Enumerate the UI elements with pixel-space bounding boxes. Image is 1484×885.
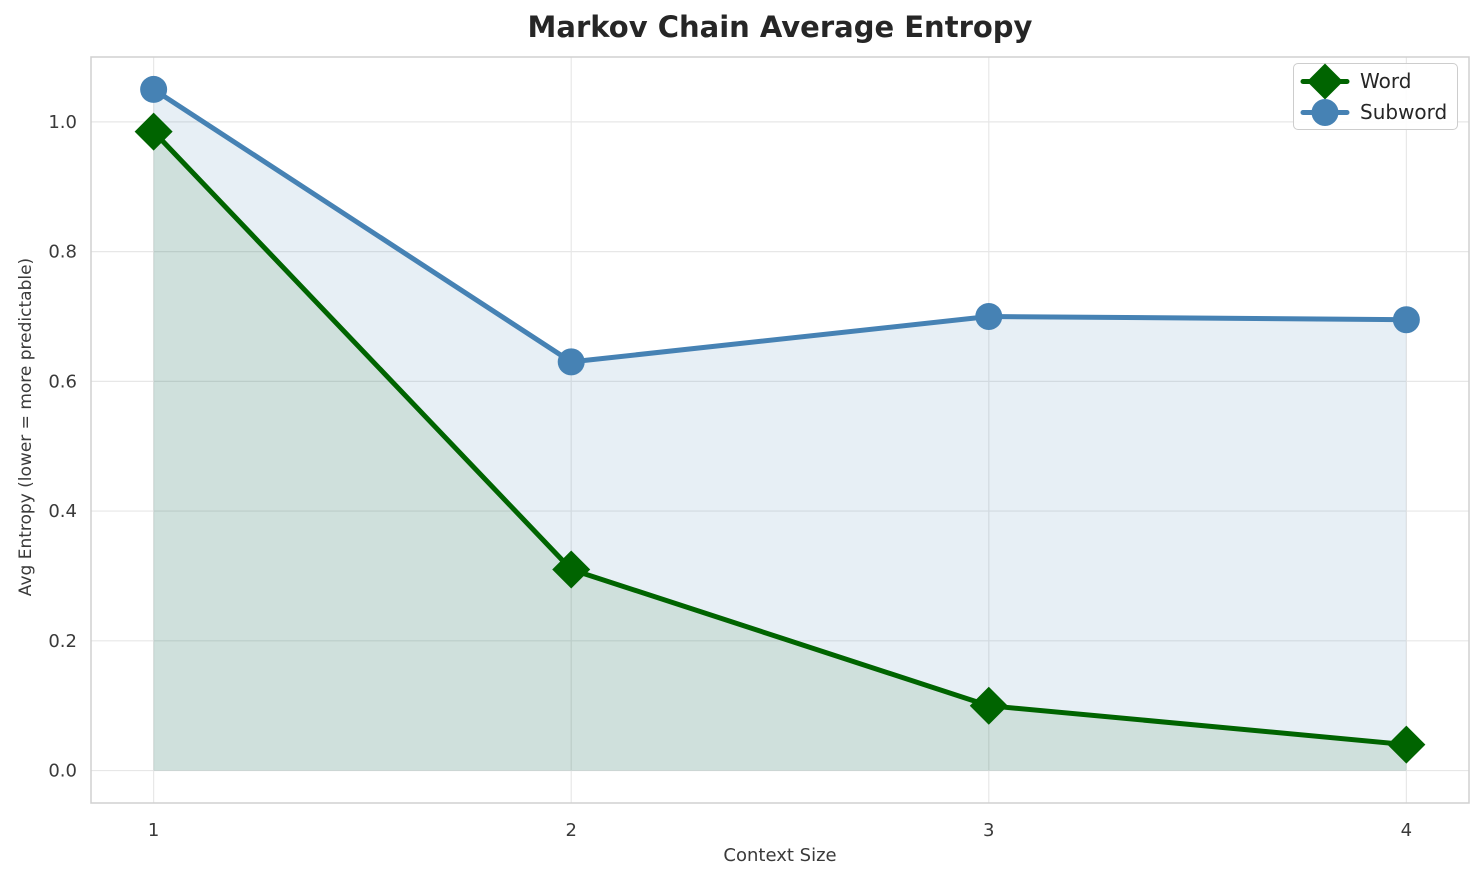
x-tick-label: 4 xyxy=(1401,820,1412,841)
data-point-marker-word xyxy=(1387,725,1426,764)
y-tick-label: 0.8 xyxy=(48,242,77,263)
series-line-word xyxy=(151,129,1409,748)
legend-item-word: Word xyxy=(1300,63,1457,99)
legend-marker-circle-icon xyxy=(1300,98,1350,126)
y-tick-label: 0.6 xyxy=(48,371,77,392)
y-tick-label: 1.0 xyxy=(48,112,77,133)
plot-border xyxy=(90,56,1470,804)
legend-item-subword: Subword xyxy=(1300,97,1457,128)
y-tick-label: 0.0 xyxy=(48,761,77,782)
series-fill-word xyxy=(153,131,1407,771)
data-point-marker-subword xyxy=(975,302,1003,330)
series-line-subword xyxy=(151,86,1409,365)
y-tick-label: 0.4 xyxy=(48,501,77,522)
data-point-marker-word xyxy=(134,112,173,151)
legend-label: Word xyxy=(1360,69,1412,93)
legend-marker-diamond-icon xyxy=(1300,63,1350,99)
chart-title: Markov Chain Average Entropy xyxy=(527,10,1033,44)
data-point-marker-word xyxy=(969,686,1008,725)
x-tick-label: 3 xyxy=(983,820,994,841)
series-fill-subword xyxy=(153,89,1407,771)
legend: Word Subword xyxy=(1293,63,1458,130)
data-point-marker-subword xyxy=(557,348,585,376)
x-tick-label: 2 xyxy=(565,820,576,841)
data-point-marker-subword xyxy=(1392,306,1420,334)
x-tick-label: 1 xyxy=(148,820,159,841)
legend-label: Subword xyxy=(1360,100,1448,124)
x-axis-label: Context Size xyxy=(723,845,837,866)
data-point-marker-subword xyxy=(140,75,168,103)
data-point-marker-word xyxy=(552,550,591,589)
y-axis-label: Avg Entropy (lower = more predictable) xyxy=(16,257,36,597)
y-tick-label: 0.2 xyxy=(48,631,77,652)
